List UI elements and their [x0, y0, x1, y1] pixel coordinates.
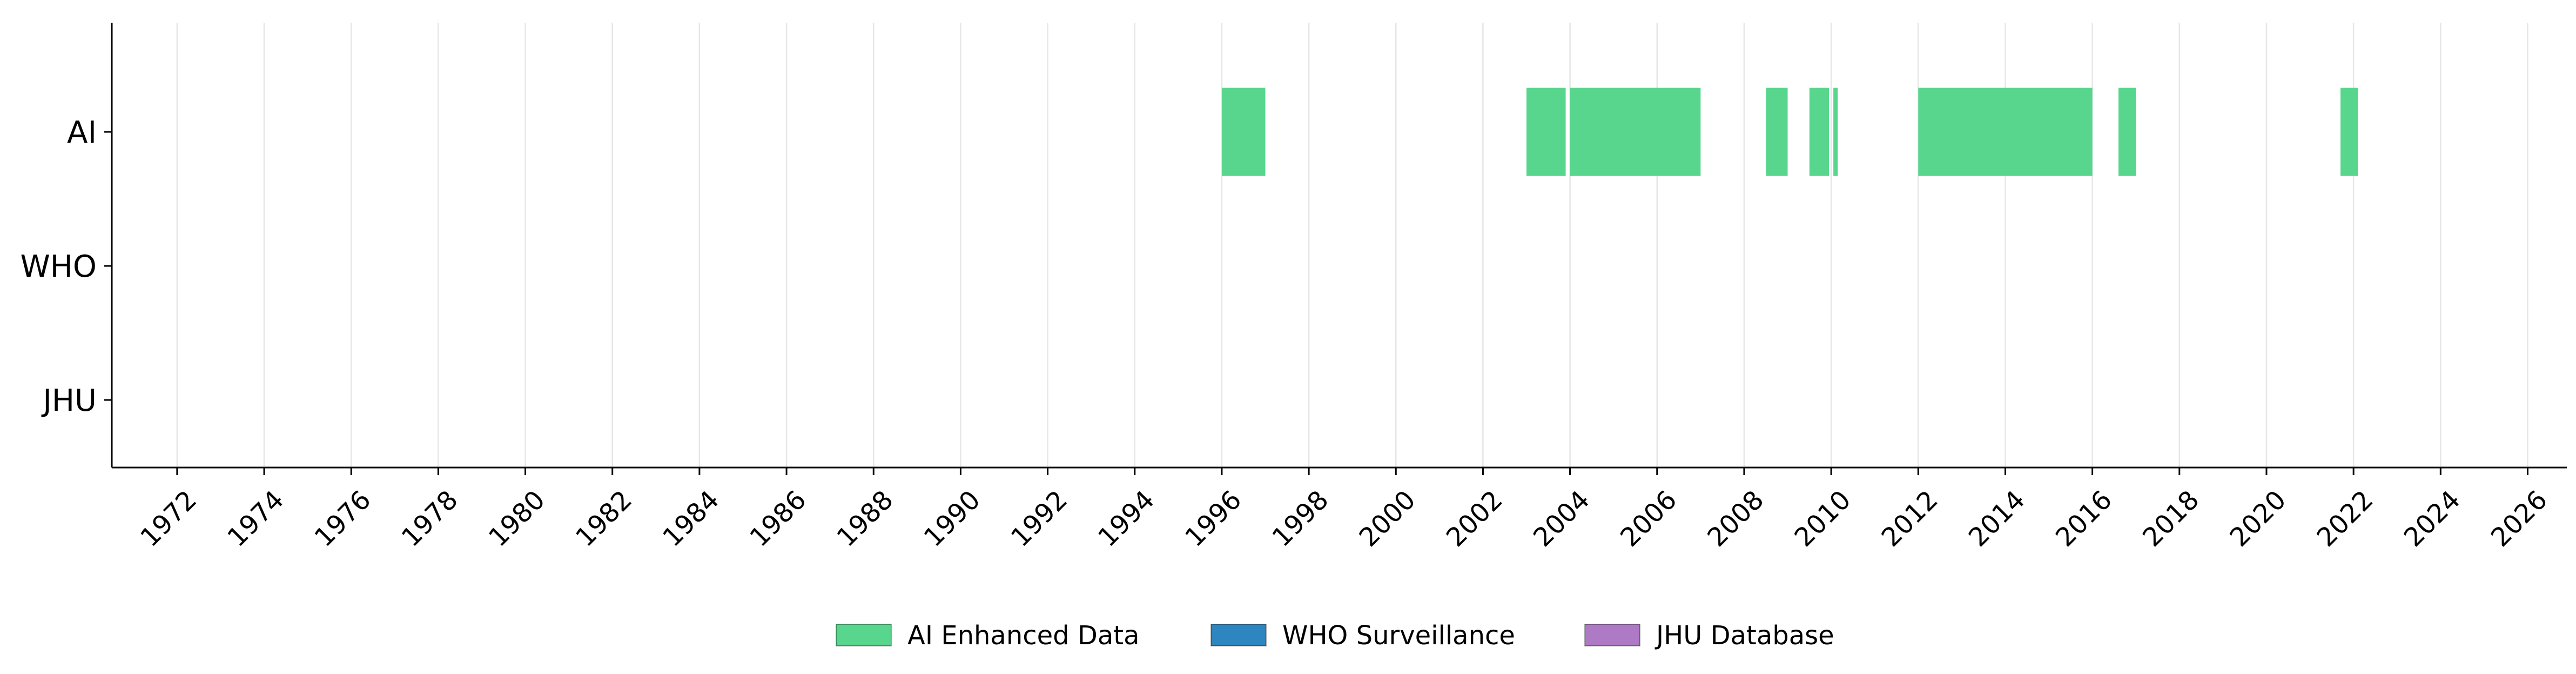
x-tick-label-2024: 2024 — [2398, 485, 2466, 553]
bar-ai-8 — [2340, 88, 2358, 176]
bar-ai-6 — [1918, 88, 2093, 176]
x-tick-label-1986: 1986 — [744, 485, 812, 553]
y-label-jhu: JHU — [41, 383, 97, 418]
y-label-ai: AI — [67, 115, 97, 150]
grid-lines — [176, 23, 2528, 468]
bar-ai-1 — [1526, 88, 1566, 176]
legend: AI Enhanced Data WHO Surveillance JHU Data… — [836, 620, 1834, 651]
x-tick-label-1972: 1972 — [134, 485, 203, 553]
legend-swatch-ai — [836, 624, 892, 646]
x-tick-label-1990: 1990 — [918, 485, 986, 553]
bar-ai-7 — [2118, 88, 2136, 176]
x-tick-label-1996: 1996 — [1179, 485, 1247, 553]
x-tick-label-1978: 1978 — [396, 485, 464, 553]
x-tick-label-2010: 2010 — [1789, 485, 1857, 553]
x-tick-label-2000: 2000 — [1354, 485, 1422, 553]
x-tick-label-1982: 1982 — [570, 485, 638, 553]
x-tick-label-2018: 2018 — [2137, 485, 2205, 553]
x-tick-label-2006: 2006 — [1615, 485, 1683, 553]
x-tick-label-2008: 2008 — [1701, 485, 1770, 553]
legend-label-who: WHO Surveillance — [1282, 620, 1515, 651]
data-bars — [1221, 88, 2358, 176]
legend-label-ai: AI Enhanced Data — [907, 620, 1140, 651]
x-tick-label-1994: 1994 — [1092, 485, 1160, 553]
bar-ai-4 — [1809, 88, 1830, 176]
x-tick-label-1992: 1992 — [1005, 485, 1073, 553]
legend-swatch-who — [1210, 624, 1267, 646]
x-tick-label-2020: 2020 — [2224, 485, 2292, 553]
bar-ai-2 — [1570, 88, 1701, 176]
x-tick-label-2022: 2022 — [2311, 485, 2379, 553]
x-tick-label-2004: 2004 — [1528, 485, 1596, 553]
bar-ai-5 — [1833, 88, 1838, 176]
legend-label-jhu: JHU Database — [1654, 620, 1834, 651]
x-tick-label-1984: 1984 — [657, 485, 725, 553]
x-tick-label-1976: 1976 — [309, 485, 377, 553]
x-tick-label-1980: 1980 — [483, 485, 551, 553]
x-tick-label-2016: 2016 — [2050, 485, 2118, 553]
x-tick-label-2012: 2012 — [1876, 485, 1944, 553]
x-tick-label-1988: 1988 — [831, 485, 899, 553]
x-tick-label-2002: 2002 — [1441, 485, 1509, 553]
x-tick-label-2014: 2014 — [1963, 485, 2031, 553]
y-label-who: WHO — [20, 249, 97, 284]
axes: AI WHO JHU 1972 1974 1976 1978 1980 1982 1984 1986… — [20, 23, 2567, 553]
x-tick-label-2026: 2026 — [2485, 485, 2553, 553]
legend-swatch-jhu — [1584, 624, 1640, 646]
x-tick-label-1998: 1998 — [1266, 485, 1334, 553]
bar-ai-0 — [1221, 88, 1266, 176]
bar-ai-3 — [1766, 88, 1788, 176]
x-tick-label-1974: 1974 — [221, 485, 290, 553]
